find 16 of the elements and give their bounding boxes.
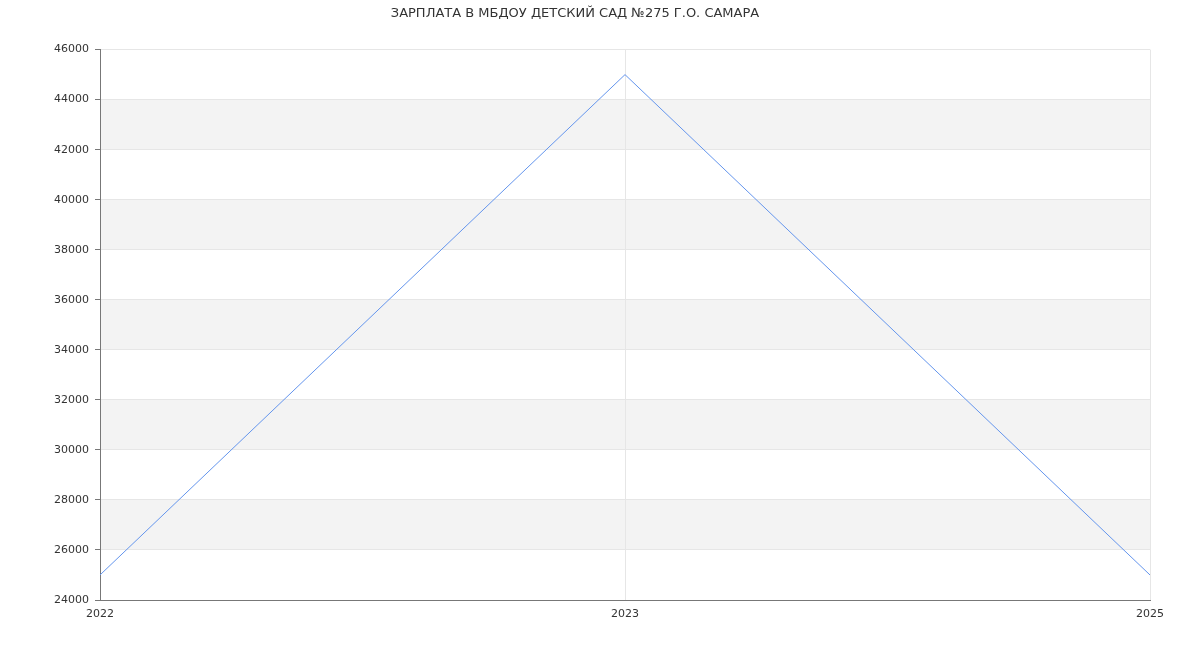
x-tick-label: 2022 bbox=[86, 607, 114, 621]
y-tick-label: 46000 bbox=[54, 42, 89, 56]
chart-title: ЗАРПЛАТА В МБДОУ ДЕТСКИЙ САД №275 Г.О. САМАРА bbox=[390, 5, 760, 21]
y-tick-label: 28000 bbox=[54, 492, 89, 506]
y-tick-label: 38000 bbox=[54, 242, 89, 256]
y-tick-label: 44000 bbox=[54, 92, 89, 106]
y-tick-label: 26000 bbox=[54, 542, 89, 556]
y-tick-label: 36000 bbox=[54, 292, 89, 306]
y-tick-label: 34000 bbox=[54, 342, 89, 356]
x-tick-label: 2025 bbox=[1136, 607, 1164, 621]
x-tick-label: 2023 bbox=[611, 607, 639, 621]
y-tick-label: 42000 bbox=[54, 142, 89, 156]
y-tick-label: 24000 bbox=[54, 592, 89, 606]
y-tick-label: 30000 bbox=[54, 442, 89, 456]
y-tick-label: 32000 bbox=[54, 392, 89, 406]
y-tick-label: 40000 bbox=[54, 192, 89, 206]
